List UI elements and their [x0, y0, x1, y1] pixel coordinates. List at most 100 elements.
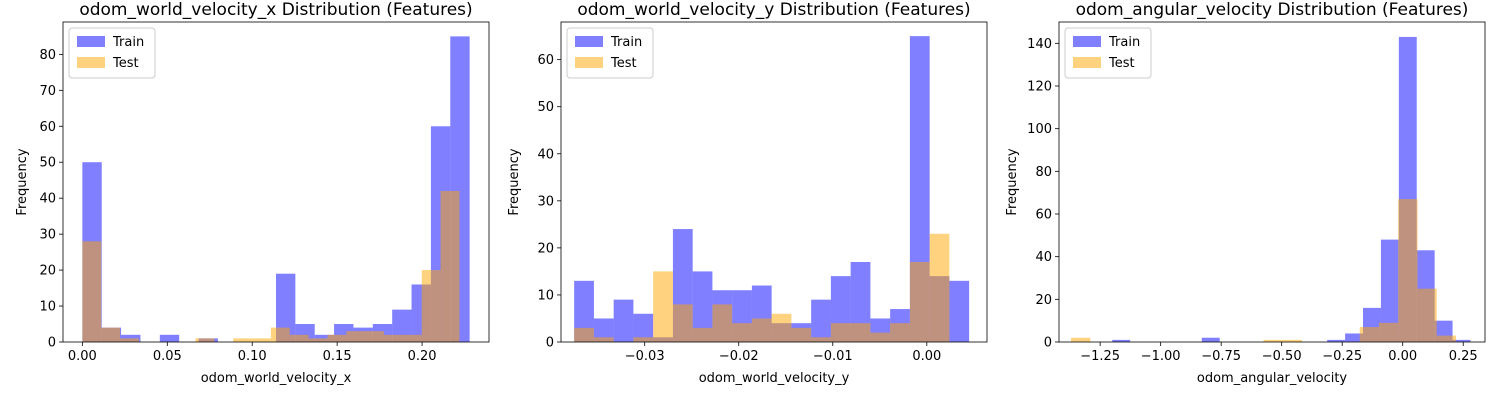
bar-train-0: [574, 280, 594, 342]
x-tick-label: −1.25: [1080, 349, 1120, 364]
x-tick-label: 0.10: [238, 349, 267, 364]
y-tick-label: 0: [48, 336, 56, 351]
bar-test-6: [692, 327, 713, 342]
bar-test-16: [890, 323, 910, 342]
x-tick-label: −0.75: [1201, 349, 1241, 364]
legend: Train Test: [566, 27, 654, 79]
bar-train-19: [1452, 339, 1471, 342]
legend-label-test: Test: [610, 56, 637, 71]
bar-train-5: [1201, 337, 1220, 342]
bar-test-14: [850, 323, 871, 342]
bar-test-3: [633, 337, 654, 342]
bar-test-19: [440, 190, 460, 342]
bar-test-12: [811, 337, 831, 342]
bar-test-17: [909, 262, 930, 342]
y-tick-label: 80: [39, 48, 56, 63]
legend: Train Test: [68, 27, 156, 79]
x-tick-label: −0.03: [625, 349, 665, 364]
y-tick-label: 50: [537, 100, 554, 115]
axes-frame: [560, 21, 988, 343]
series-test: [574, 233, 950, 342]
bar-test-19: [1436, 335, 1456, 342]
bar-train-19: [949, 280, 970, 342]
x-tick-label: 0.20: [408, 349, 437, 364]
y-tick-label: 30: [537, 194, 554, 209]
bar-test-18: [1417, 288, 1437, 342]
bar-test-13: [830, 323, 851, 342]
y-axis-label: Frequency: [1005, 148, 1020, 215]
y-tick-label: 50: [39, 156, 56, 171]
y-tick-label: 100: [1027, 122, 1052, 137]
y-tick-label: 30: [39, 228, 56, 243]
legend-label-train: Train: [1108, 35, 1140, 50]
x-tick-label: −0.25: [1322, 349, 1362, 364]
series-test: [82, 190, 460, 342]
series-train: [82, 36, 470, 343]
x-tick-label: −1.00: [1141, 349, 1181, 364]
bar-train-1: [593, 318, 614, 342]
legend: Train Test: [1064, 27, 1152, 79]
y-tick-label: 10: [39, 300, 56, 315]
chart-title: odom_angular_velocity Distribution (Feat…: [1076, 0, 1469, 20]
legend-label-test: Test: [1108, 56, 1135, 71]
bar-train-10: [276, 273, 296, 342]
axes-frame: [1058, 21, 1486, 343]
y-tick-label: 60: [39, 120, 56, 135]
bar-train-0: [1112, 339, 1131, 342]
series-train: [574, 36, 970, 343]
bar-test-6: [195, 338, 215, 342]
bar-test-14: [346, 331, 366, 342]
bar-test-8: [732, 323, 752, 342]
bar-test-0: [574, 327, 594, 342]
bar-train-12: [811, 299, 831, 342]
bar-train-2: [613, 299, 634, 342]
bar-test-18: [929, 233, 950, 342]
legend-swatch-train: [1073, 36, 1101, 47]
y-tick-label: 0: [1044, 336, 1052, 351]
bar-test-11: [289, 334, 309, 342]
x-axis-label: odom_world_velocity_y: [699, 371, 850, 386]
bar-test-8: [233, 338, 253, 342]
x-tick-label: −0.02: [719, 349, 759, 364]
x-axis-label: odom_world_velocity_x: [201, 371, 352, 386]
y-tick-label: 20: [537, 241, 554, 256]
bar-train-12: [1327, 339, 1346, 342]
axes-frame: [62, 21, 490, 343]
x-tick-label: 0.25: [1449, 349, 1478, 364]
y-axis-label: Frequency: [15, 148, 30, 215]
bar-test-10: [771, 313, 792, 342]
legend-label-train: Train: [610, 35, 642, 50]
bar-test-9: [751, 318, 772, 342]
chart-panel-3: −1.25 −1.00 −0.75 −0.50 −0.25 0.00 0.25 0 20 40 60…: [1005, 0, 1486, 386]
legend-swatch-test: [575, 57, 603, 68]
bar-test-16: [1378, 322, 1399, 342]
y-tick-label: 0: [546, 336, 554, 351]
series-test: [1071, 199, 1456, 342]
x-tick-label: 0.15: [323, 349, 352, 364]
y-tick-label: 80: [1035, 165, 1052, 180]
y-tick-label: 60: [1035, 208, 1052, 223]
bar-train-14: [850, 262, 871, 342]
legend-label-test: Test: [112, 56, 139, 71]
y-tick-label: 40: [537, 147, 554, 162]
legend-swatch-test: [1073, 57, 1101, 68]
y-tick-label: 20: [1035, 293, 1052, 308]
bar-test-11: [1282, 339, 1303, 342]
y-tick-label: 20: [39, 264, 56, 279]
x-tick-label: 0.00: [1388, 349, 1417, 364]
x-axis-label: odom_angular_velocity: [1197, 371, 1348, 386]
bar-test-17: [402, 334, 422, 342]
chart-title: odom_world_velocity_y Distribution (Feat…: [577, 0, 970, 20]
bar-test-13: [327, 334, 347, 342]
y-tick-label: 40: [1035, 250, 1052, 265]
bar-train-4: [159, 334, 180, 342]
legend-swatch-test: [77, 57, 105, 68]
y-tick-label: 70: [39, 84, 56, 99]
bar-test-15: [870, 332, 891, 342]
chart-panel-1: 0.00 0.05 0.10 0.15 0.20 0 10 20 30 40 50 60 70 80 odo…: [15, 0, 490, 386]
bar-test-4: [653, 271, 673, 342]
y-tick-label: 60: [537, 53, 554, 68]
chart-title: odom_world_velocity_x Distribution (Feat…: [79, 0, 472, 20]
bar-test-1: [101, 327, 121, 342]
bar-test-1: [593, 337, 614, 342]
